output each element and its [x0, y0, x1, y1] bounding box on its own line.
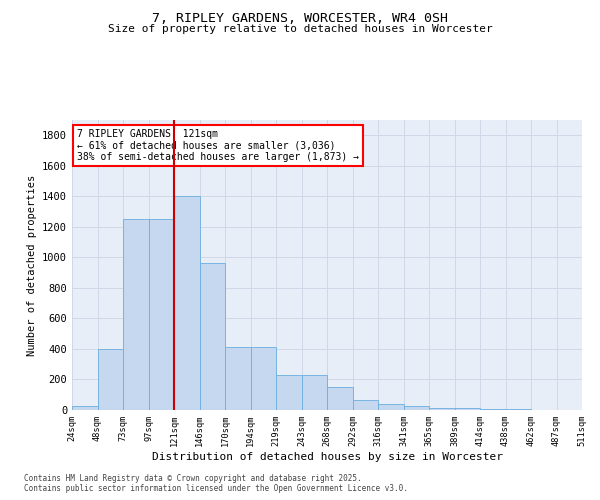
Bar — [480, 409, 505, 410]
Bar — [251, 346, 276, 410]
Bar — [97, 349, 123, 410]
Bar — [429, 408, 455, 410]
Text: Contains HM Land Registry data © Crown copyright and database right 2025.: Contains HM Land Registry data © Crown c… — [24, 474, 362, 483]
Text: 7, RIPLEY GARDENS, WORCESTER, WR4 0SH: 7, RIPLEY GARDENS, WORCESTER, WR4 0SH — [152, 12, 448, 26]
Bar — [505, 409, 531, 410]
Y-axis label: Number of detached properties: Number of detached properties — [26, 174, 37, 356]
Bar — [327, 387, 353, 410]
Bar — [276, 375, 302, 410]
Text: Contains public sector information licensed under the Open Government Licence v3: Contains public sector information licen… — [24, 484, 408, 493]
Text: 7 RIPLEY GARDENS: 121sqm
← 61% of detached houses are smaller (3,036)
38% of sem: 7 RIPLEY GARDENS: 121sqm ← 61% of detach… — [77, 128, 359, 162]
Bar — [72, 406, 97, 410]
Text: Size of property relative to detached houses in Worcester: Size of property relative to detached ho… — [107, 24, 493, 34]
Bar — [199, 264, 225, 410]
Bar — [378, 404, 404, 410]
Bar — [123, 219, 149, 410]
Bar — [174, 196, 199, 410]
Bar — [302, 375, 327, 410]
Bar — [225, 346, 251, 410]
Bar — [455, 408, 480, 410]
Bar — [404, 406, 429, 410]
X-axis label: Distribution of detached houses by size in Worcester: Distribution of detached houses by size … — [151, 452, 503, 462]
Bar — [353, 400, 378, 410]
Bar — [149, 219, 174, 410]
